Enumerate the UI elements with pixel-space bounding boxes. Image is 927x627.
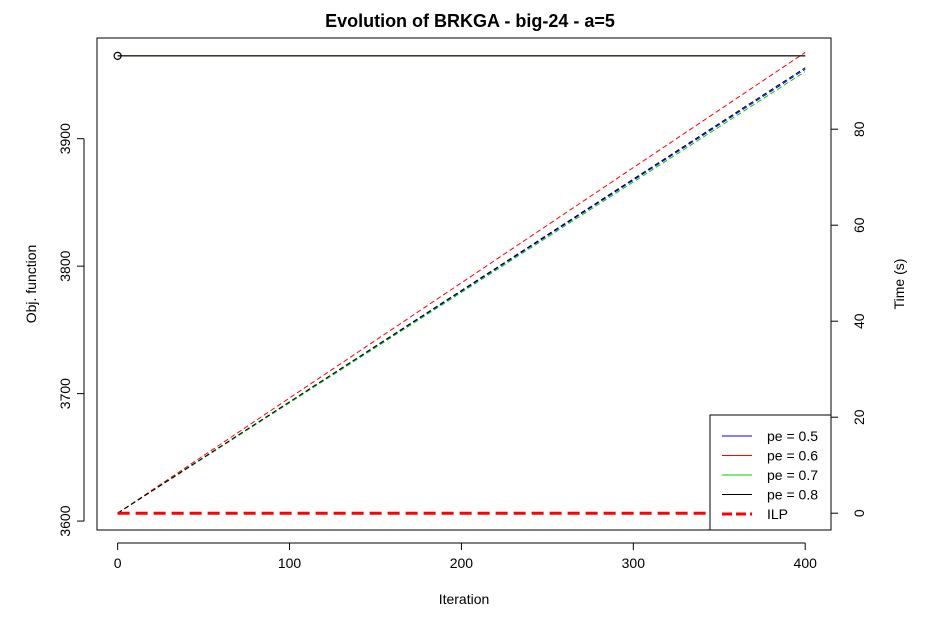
x-tick-label: 0 xyxy=(114,555,122,571)
x-tick-label: 200 xyxy=(450,555,474,571)
y2-tick-label: 60 xyxy=(851,217,867,233)
y2-axis-label: Time (s) xyxy=(891,259,907,310)
y-tick-label: 3700 xyxy=(57,378,73,409)
x-axis-label: Iteration xyxy=(439,591,490,607)
y2-tick-label: 0 xyxy=(851,509,867,517)
y2-tick-label: 20 xyxy=(851,409,867,425)
series-layer xyxy=(113,51,806,515)
legend-label: pe = 0.7 xyxy=(767,467,818,483)
y2-tick-label: 80 xyxy=(851,121,867,137)
objective-start-marker xyxy=(113,51,122,60)
y-axis-label: Obj. function xyxy=(23,245,39,324)
y-tick-label: 3900 xyxy=(57,123,73,154)
legend-label: pe = 0.5 xyxy=(767,428,818,444)
x-tick-label: 400 xyxy=(794,555,818,571)
legend-label: pe = 0.6 xyxy=(767,448,818,464)
y-tick-label: 3600 xyxy=(57,505,73,536)
time-series-line-2 xyxy=(117,51,806,514)
y-tick-label: 3800 xyxy=(57,250,73,281)
y2-tick-label: 40 xyxy=(851,313,867,329)
time-series-line-4 xyxy=(117,67,806,514)
time-series-line-3 xyxy=(117,71,806,514)
x-tick-label: 100 xyxy=(278,555,302,571)
legend: pe = 0.5 pe = 0.6 pe = 0.7 pe = 0.8 ILP xyxy=(709,414,832,531)
legend-label: pe = 0.8 xyxy=(767,487,818,503)
legend-box xyxy=(709,414,832,531)
chart-title: Evolution of BRKGA - big-24 - a=5 xyxy=(325,11,615,31)
x-tick-label: 300 xyxy=(622,555,646,571)
legend-label: ILP xyxy=(767,506,788,522)
axes: 0 100 200 300 400 3600 3700 3800 3900 0 20 40 60 80 xyxy=(57,121,867,571)
